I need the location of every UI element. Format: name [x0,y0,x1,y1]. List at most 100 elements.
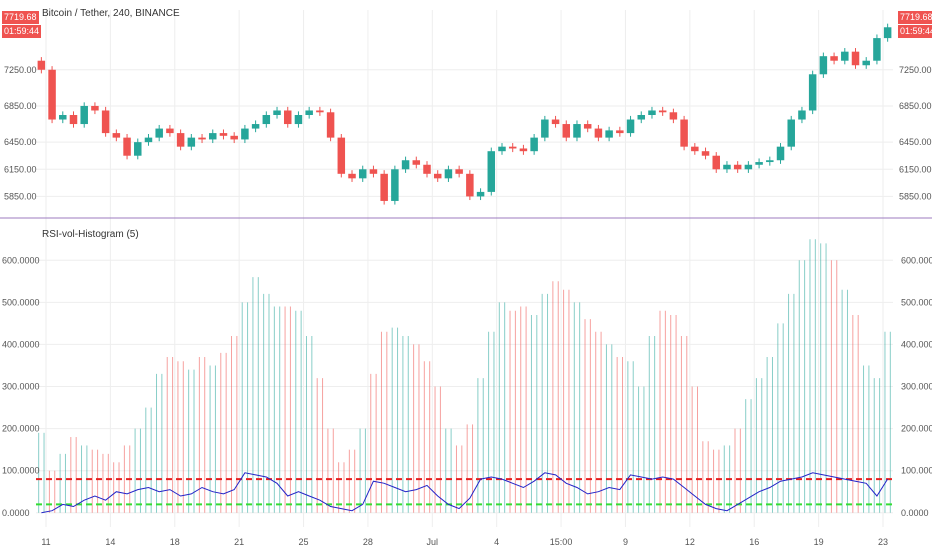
candle-body [723,164,731,170]
rsi-polyline [41,472,889,514]
candle-body [583,124,592,129]
candle-body [198,137,206,140]
date-axis-label: 19 [814,537,824,547]
candle-body [605,130,613,138]
price-axis-label-left: 6150.00 [4,164,37,174]
candle-body [134,142,142,156]
candle-body [391,169,399,201]
candle-body [59,115,67,120]
date-axis-label: 4 [494,537,499,547]
candlestick-series [37,23,892,205]
candle-body [444,169,453,179]
candle-body [776,146,785,161]
ind-axis-label-right: 200.0000 [901,424,932,434]
date-axis-label: 23 [878,537,888,547]
right-price-tag: 7719.68 [898,11,932,24]
ind-axis-label-right: 400.0000 [901,339,932,349]
ind-axis-label-right: 600.0000 [901,255,932,265]
candle-body [637,115,646,120]
candle-body [230,135,238,140]
candle-body [755,162,763,165]
ind-axis-label-left: 500.0000 [2,297,40,307]
candle-body [251,124,260,129]
candle-body [873,38,881,61]
right-time-tag: 01:59:44 [898,25,932,38]
candle-body [123,137,131,156]
indicator-title: RSI-vol-Histogram (5) [42,229,139,240]
candle-body [530,137,538,152]
candle-body [733,164,742,170]
candle-body [487,151,496,192]
price-axis-label-left: 5850.00 [4,191,37,201]
candle-body [841,51,849,61]
candle-body [798,110,806,120]
ind-axis-label-right: 500.0000 [901,297,932,307]
candle-body [401,160,410,170]
candle-body [80,105,88,125]
candle-body [283,110,292,125]
candle-body [69,115,78,125]
candle-body [701,151,710,156]
candle-body [744,164,753,170]
candle-body [669,112,678,120]
date-axis-label: 21 [234,537,244,547]
candle-body [466,173,474,197]
candle-body [187,137,196,147]
level-lines [36,478,893,506]
candle-body [808,74,817,111]
candle-body [541,119,549,138]
candle-body [423,164,431,174]
ind-axis-label-right: 100.0000 [901,466,932,476]
candle-body [305,110,313,115]
price-axis-label-left: 7250.00 [4,65,37,75]
candle-body [262,115,271,125]
histogram-series [38,239,891,513]
date-axis-label: 15:00 [550,537,573,547]
candle-body [508,146,517,149]
price-axis-label-left: 6450.00 [4,137,37,147]
candle-body [851,51,860,66]
candle-body [648,110,656,115]
candle-body [551,119,560,125]
candle-body [155,128,163,138]
candle-body [294,115,303,125]
candle-body [326,112,335,138]
date-axis-label: 16 [749,537,759,547]
grid-lines [36,10,893,527]
ind-axis-label-left: 300.0000 [2,382,40,392]
left-time-tag: 01:59:44 [2,25,42,38]
date-axis-label: 28 [363,537,373,547]
candle-body [616,130,624,134]
candle-body [433,173,442,179]
price-axis-label-right: 6850.00 [899,101,932,111]
price-axis-label-right: 6450.00 [899,137,932,147]
candle-body [369,169,378,174]
candle-body [241,128,249,140]
candle-body [337,137,346,174]
candle-body [476,191,485,197]
candle-body [219,133,228,136]
left-price-tag: 7719.68 [2,11,39,24]
price-axis-label-right: 5850.00 [899,191,932,201]
candle-body [37,60,46,70]
candle-body [209,133,217,140]
candle-body [91,105,99,111]
ind-axis-label-left: 200.0000 [2,424,40,434]
date-axis-label: 9 [623,537,628,547]
candle-body [766,160,774,163]
candle-body [658,110,667,113]
candle-body [691,146,699,152]
candle-body [348,173,356,179]
date-axis-label: Jul [427,537,439,547]
candle-body [594,128,603,138]
candle-body [316,110,324,113]
candle-body [358,169,367,179]
candle-body [819,56,828,75]
candle-body [712,155,720,170]
candle-body [273,110,281,115]
ind-axis-label-left: 600.0000 [2,255,40,265]
candle-body [830,56,838,61]
date-axis-label: 12 [685,537,695,547]
candle-body [455,169,463,174]
